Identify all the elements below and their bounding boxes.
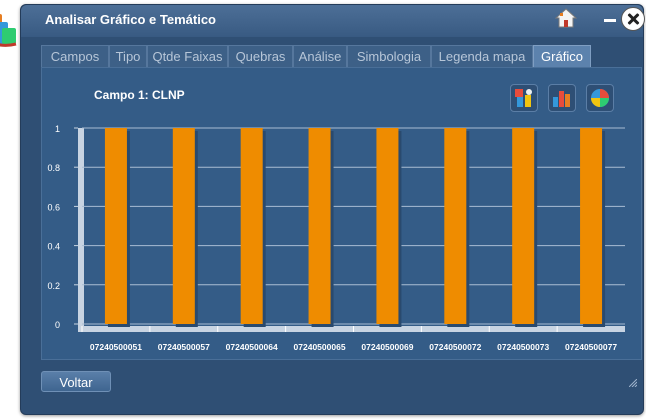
bar <box>308 128 331 324</box>
pie-chart-icon <box>591 89 609 107</box>
bar <box>580 128 603 324</box>
tab-analise[interactable]: Análise <box>293 45 347 67</box>
y-tick-label: 0.2 <box>47 281 60 291</box>
y-tick-label: 0.4 <box>47 242 60 252</box>
bar <box>104 128 127 324</box>
x-tick-label: 07240500064 <box>226 342 278 352</box>
tab-qtde-faixas[interactable]: Qtde Faixas <box>147 45 228 67</box>
analysis-window: Analisar Gráfico e Temático Campos Tipo … <box>20 4 645 415</box>
y-tick-label: 0.8 <box>47 163 60 173</box>
bar <box>444 128 467 324</box>
x-tick-label: 07240500077 <box>565 342 617 352</box>
chart-panel: Campo 1: CLNP 0 0.2 0.4 0. <box>41 67 642 360</box>
x-tick-label: 07240500072 <box>429 342 481 352</box>
tab-campos[interactable]: Campos <box>41 45 109 67</box>
y-tick-label: 0.6 <box>47 202 60 212</box>
y-tick-label: 0 <box>55 320 60 330</box>
tab-grafico[interactable]: Gráfico <box>533 45 591 67</box>
title-bar[interactable]: Analisar Gráfico e Temático <box>21 5 645 37</box>
tab-legenda-mapa[interactable]: Legenda mapa <box>431 45 533 67</box>
window-title: Analisar Gráfico e Temático <box>45 12 216 27</box>
y-tick-label: 1 <box>55 124 60 134</box>
bar <box>512 128 535 324</box>
minimize-button[interactable] <box>604 19 616 22</box>
x-tick-label: 07240500051 <box>90 342 142 352</box>
bar <box>172 128 195 324</box>
pie-chart-button[interactable] <box>586 84 614 112</box>
x-axis-strip <box>78 326 625 332</box>
tab-simbologia[interactable]: Simbologia <box>347 45 431 67</box>
tab-quebras[interactable]: Quebras <box>228 45 293 67</box>
tab-tipo[interactable]: Tipo <box>109 45 147 67</box>
footer: Voltar <box>21 363 643 393</box>
y-axis-strip <box>78 128 84 332</box>
resize-grip-icon[interactable] <box>629 379 637 387</box>
bar-chart: 0 0.2 0.4 0.6 0.8 1 07240500051 07240500057 0724… <box>47 124 625 352</box>
bar <box>240 128 263 324</box>
properties-chart-button[interactable] <box>510 84 538 112</box>
x-tick-label: 07240500065 <box>294 342 346 352</box>
close-button[interactable] <box>621 7 645 31</box>
properties-chart-icon <box>515 89 532 107</box>
home-icon[interactable] <box>554 7 578 29</box>
field-label: Campo 1: CLNP <box>94 88 185 102</box>
bar-chart-button[interactable] <box>548 84 576 112</box>
x-tick-label: 07240500057 <box>158 342 210 352</box>
x-tick-label: 07240500069 <box>361 342 413 352</box>
app-logo-icon <box>0 8 22 50</box>
bar-chart-icon <box>553 91 570 107</box>
x-tick-label: 07240500073 <box>497 342 549 352</box>
back-button[interactable]: Voltar <box>41 371 111 392</box>
bar <box>376 128 399 324</box>
